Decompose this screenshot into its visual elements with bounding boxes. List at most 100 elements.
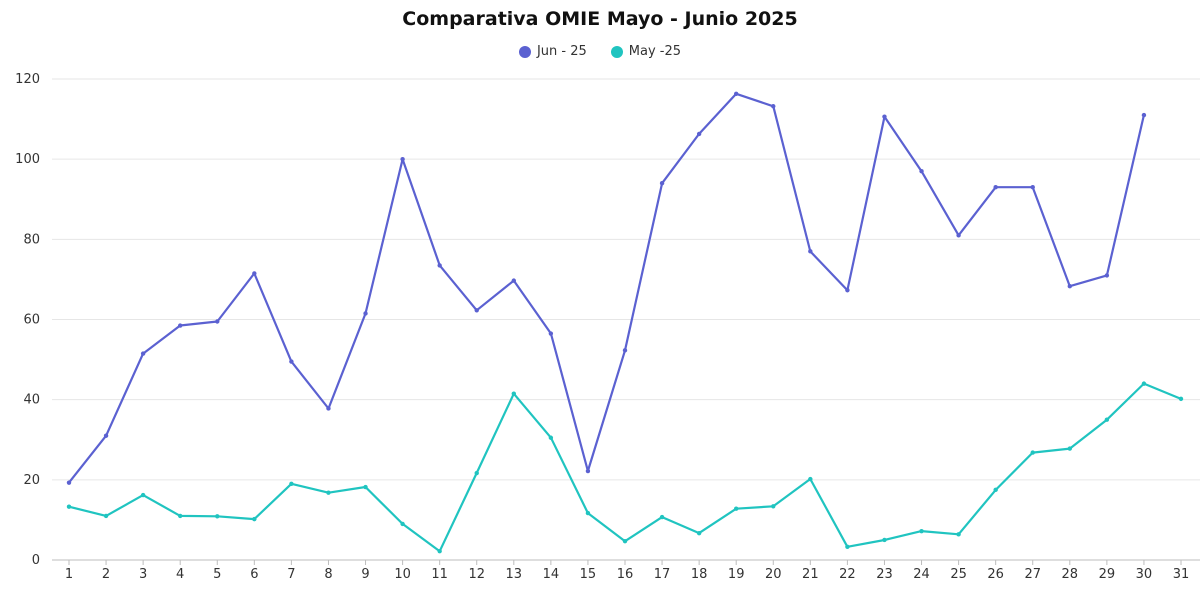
x-tick-label: 25 <box>950 567 967 582</box>
x-tick-label: 9 <box>361 567 369 582</box>
y-tick-label: 20 <box>23 473 40 488</box>
series-line-jun <box>68 92 1145 484</box>
data-point-jun <box>845 288 850 293</box>
data-point-jun <box>919 168 924 174</box>
data-point-jun <box>252 271 257 276</box>
data-point-may <box>511 391 516 396</box>
x-tick-label: 3 <box>139 567 147 582</box>
data-point-jun <box>437 263 442 268</box>
x-tick-label: 15 <box>580 567 597 582</box>
series-line-may <box>68 382 1182 553</box>
data-point-may <box>882 537 887 543</box>
data-point-jun <box>363 311 368 316</box>
data-point-jun <box>1030 185 1035 190</box>
data-point-may <box>1104 417 1110 422</box>
data-point-may <box>363 484 368 490</box>
data-point-jun <box>474 308 479 313</box>
data-point-may <box>178 513 183 519</box>
x-tick-label: 4 <box>176 567 184 582</box>
data-point-jun <box>140 351 146 356</box>
data-point-may <box>845 544 850 549</box>
y-tick-label: 80 <box>23 232 40 247</box>
data-point-jun <box>808 249 813 254</box>
legend-label-may: May -25 <box>628 44 682 59</box>
data-point-jun <box>585 468 591 474</box>
x-tick-label: 11 <box>431 567 448 582</box>
x-tick-label: 18 <box>691 567 708 582</box>
data-point-jun <box>734 91 739 97</box>
x-tick-label: 7 <box>287 567 295 582</box>
x-tick-label: 29 <box>1099 567 1116 582</box>
data-point-may <box>548 435 554 440</box>
x-tick-label: 14 <box>543 567 560 582</box>
data-point-jun <box>1067 284 1073 289</box>
y-tick-label: 40 <box>23 393 40 408</box>
x-tick-label: 10 <box>394 567 411 582</box>
x-tick-label: 16 <box>617 567 634 582</box>
data-point-may <box>1141 381 1147 386</box>
x-tick-label: 12 <box>468 567 485 582</box>
data-point-jun <box>882 114 887 119</box>
data-point-jun <box>622 348 628 353</box>
data-point-jun <box>289 359 294 364</box>
x-tick-label: 27 <box>1024 567 1041 582</box>
x-tick-label: 2 <box>102 567 110 582</box>
x-tick-label: 31 <box>1173 567 1190 582</box>
data-point-jun <box>178 323 183 328</box>
data-point-jun <box>696 131 702 137</box>
x-tick-label: 5 <box>213 567 221 582</box>
data-point-jun <box>215 319 220 324</box>
data-point-may <box>437 548 442 554</box>
data-point-may <box>734 506 739 511</box>
data-point-jun <box>1104 273 1110 278</box>
data-point-may <box>400 521 405 527</box>
x-tick-label: 13 <box>506 567 523 582</box>
y-tick-label: 120 <box>15 72 40 87</box>
x-tick-label: 17 <box>654 567 671 582</box>
data-point-may <box>140 492 146 498</box>
data-point-may <box>215 514 220 519</box>
data-point-jun <box>771 104 776 109</box>
data-point-may <box>956 532 961 537</box>
y-tick-label: 0 <box>32 553 40 568</box>
data-point-jun <box>548 331 554 336</box>
data-point-may <box>919 528 924 534</box>
x-tick-label: 24 <box>913 567 930 582</box>
data-point-jun <box>326 406 331 411</box>
legend-item-jun[interactable]: Jun - 25 <box>518 44 587 59</box>
x-tick-label: 6 <box>250 567 258 582</box>
data-point-may <box>808 476 813 482</box>
data-point-jun <box>103 433 109 438</box>
x-tick-label: 28 <box>1062 567 1079 582</box>
data-point-may <box>993 487 998 493</box>
data-point-may <box>622 538 628 544</box>
data-point-jun <box>659 181 665 186</box>
data-point-may <box>252 516 257 522</box>
x-tick-label: 8 <box>324 567 332 582</box>
x-tick-label: 23 <box>876 567 893 582</box>
x-tick-label: 20 <box>765 567 782 582</box>
legend-item-may[interactable]: May -25 <box>610 44 682 59</box>
data-point-may <box>1030 450 1035 455</box>
y-tick-label: 60 <box>23 313 40 328</box>
x-tick-label: 22 <box>839 567 856 582</box>
x-tick-label: 19 <box>728 567 745 582</box>
data-point-may <box>771 504 776 509</box>
data-point-may <box>1067 446 1073 451</box>
data-point-jun <box>993 185 998 190</box>
data-point-may <box>66 504 72 509</box>
data-point-may <box>103 513 109 519</box>
data-point-jun <box>1141 112 1147 118</box>
x-tick-label: 26 <box>987 567 1004 582</box>
legend-label-jun: Jun - 25 <box>536 44 587 59</box>
data-point-may <box>659 514 665 520</box>
data-point-may <box>585 510 591 516</box>
data-point-may <box>696 530 702 536</box>
chart-title: Comparativa OMIE Mayo - Junio 2025 <box>402 8 798 30</box>
data-point-may <box>326 490 331 495</box>
legend-marker-may <box>610 45 623 58</box>
x-tick-label: 30 <box>1136 567 1153 582</box>
x-tick-label: 1 <box>65 567 73 582</box>
